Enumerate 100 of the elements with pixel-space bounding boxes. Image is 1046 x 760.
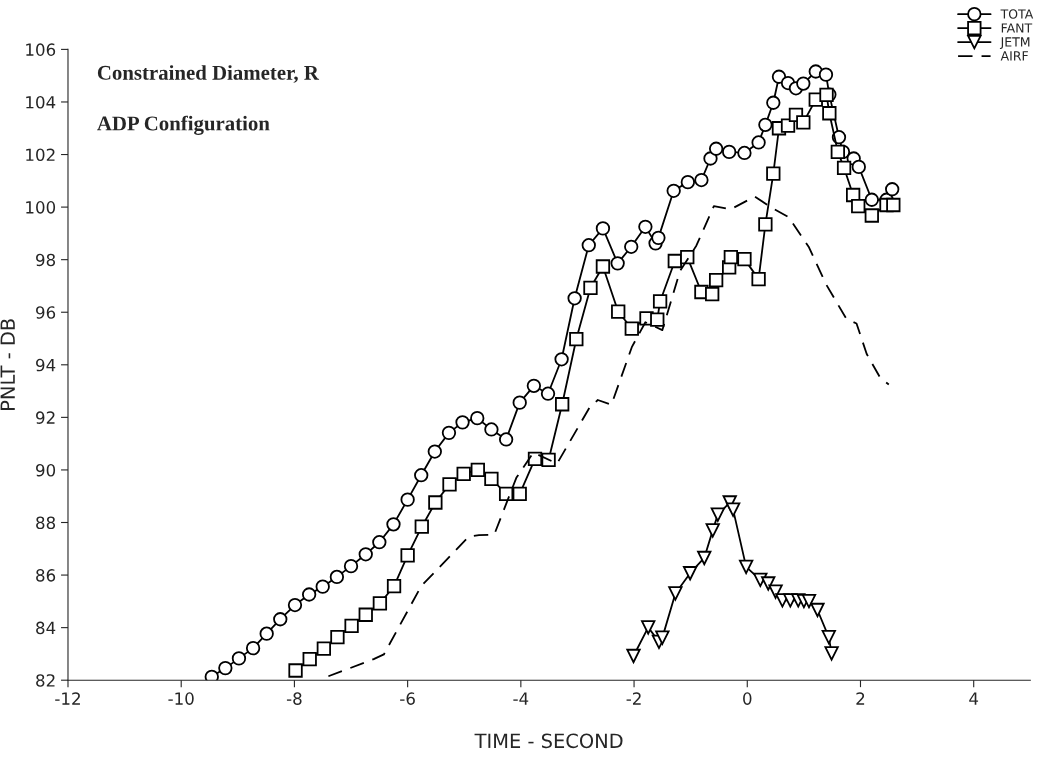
point	[796, 115, 811, 130]
point	[302, 652, 317, 667]
point	[245, 640, 261, 656]
point	[581, 238, 596, 253]
text: Constrained Diameter, R	[97, 65, 320, 83]
point	[821, 629, 836, 645]
point	[624, 321, 639, 336]
point	[655, 630, 670, 645]
y-tick-label: 96	[36, 306, 56, 319]
point	[611, 304, 626, 319]
point	[470, 462, 485, 478]
point	[626, 648, 641, 664]
point	[595, 259, 611, 274]
point	[344, 618, 359, 633]
point	[555, 397, 570, 412]
point	[864, 208, 879, 223]
point	[705, 523, 720, 538]
point	[710, 507, 725, 522]
point	[652, 294, 668, 309]
point	[498, 486, 514, 502]
point	[758, 117, 773, 132]
point	[231, 651, 247, 666]
point	[343, 558, 359, 574]
point	[400, 492, 415, 507]
point	[818, 67, 834, 82]
point	[287, 597, 303, 613]
point	[498, 432, 514, 447]
point	[512, 395, 527, 410]
point	[723, 249, 739, 265]
point	[694, 172, 709, 188]
point	[330, 629, 345, 645]
point	[204, 669, 219, 681]
point	[273, 612, 288, 627]
point	[768, 584, 783, 599]
point	[442, 477, 457, 492]
point	[666, 183, 681, 198]
point	[484, 422, 499, 437]
point	[470, 411, 485, 426]
point	[567, 291, 582, 306]
point	[554, 352, 569, 367]
point	[738, 559, 754, 575]
y-tick-label: 86	[36, 569, 56, 582]
x-tick-label: -8	[286, 692, 302, 705]
point	[540, 386, 556, 401]
point	[358, 607, 373, 622]
point	[358, 547, 373, 562]
y-tick-label: 104	[26, 95, 56, 109]
point	[638, 219, 653, 234]
legend-label: FANT	[1001, 23, 1033, 33]
point	[705, 286, 720, 302]
point	[641, 620, 656, 635]
x-tick-label: -10	[168, 692, 194, 705]
y-tick-label: 106	[26, 43, 56, 56]
point	[414, 519, 429, 534]
point	[737, 145, 752, 161]
point	[428, 495, 443, 510]
point	[650, 312, 665, 327]
point	[830, 144, 846, 160]
x-tick-label: 4	[969, 692, 979, 705]
y-tick-label: 100	[26, 201, 56, 214]
point	[851, 159, 866, 175]
y-tick-label: 94	[36, 358, 56, 372]
x-axis-title: TIME - SECOND	[474, 733, 623, 749]
point	[414, 468, 429, 483]
point	[456, 466, 471, 482]
point	[708, 273, 724, 288]
y-tick-label: 92	[36, 411, 55, 424]
point	[864, 192, 879, 207]
point	[708, 141, 724, 156]
point	[725, 502, 741, 517]
point	[766, 166, 781, 181]
point	[851, 198, 866, 214]
point	[780, 118, 796, 133]
point	[329, 569, 345, 585]
point	[427, 444, 442, 459]
x-tick-label: -12	[55, 692, 80, 705]
point	[386, 517, 401, 532]
point	[885, 182, 900, 197]
point	[610, 256, 625, 271]
point	[824, 646, 839, 661]
point	[822, 106, 837, 121]
text: ADP Configuration	[97, 115, 270, 135]
point	[886, 197, 901, 213]
point	[259, 626, 274, 641]
point	[722, 144, 737, 160]
point	[801, 593, 817, 609]
point	[836, 160, 852, 176]
point	[668, 586, 683, 601]
x-tick-label: 2	[856, 692, 865, 705]
legend-label: JETM	[999, 37, 1030, 49]
point	[682, 566, 698, 581]
point	[810, 602, 825, 618]
x-tick-label: 0	[743, 692, 752, 705]
point	[624, 239, 639, 254]
y-tick-label: 84	[36, 621, 56, 635]
point	[751, 271, 766, 287]
legend-label: TOTA	[1000, 9, 1034, 19]
point	[569, 331, 584, 347]
x-tick-label: -4	[513, 692, 529, 705]
point	[455, 415, 470, 430]
